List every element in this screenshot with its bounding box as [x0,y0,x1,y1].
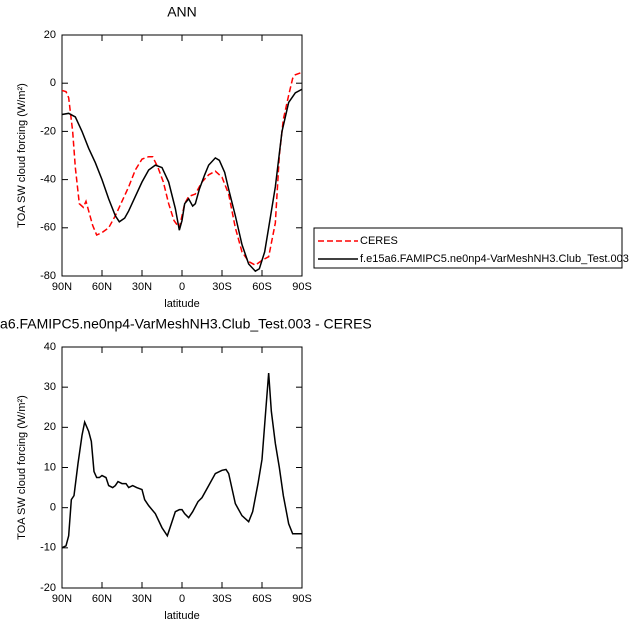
plot-frame [61,346,303,589]
x-tick-label: 90S [292,593,312,605]
x-tick-label: 30S [212,593,232,605]
x-axis-label: latitude [164,298,199,310]
y-tick-label: 20 [44,421,56,433]
y-axis-label: TOA SW cloud forcing (W/m²) [16,395,28,540]
x-tick-label: 30N [132,593,152,605]
data-line [61,88,303,273]
y-tick-label: 0 [50,77,56,89]
plot-frame [61,34,303,277]
y-tick-label: 10 [44,461,56,473]
y-tick-label: -10 [40,542,56,554]
y-axis-label: TOA SW cloud forcing (W/m²) [16,83,28,228]
x-tick-label: 60N [92,593,112,605]
y-tick-label: -20 [40,582,56,594]
y-tick-label: -40 [40,174,56,186]
x-tick-label: 0 [179,593,185,605]
data-line [61,71,303,267]
chart-title: 5a6.FAMIPC5.ne0np4-VarMeshNH3.Club_Test.… [0,316,372,332]
x-axis-label: latitude [164,610,199,622]
x-tick-label: 30S [212,281,232,293]
legend-label: f.e15a6.FAMIPC5.ne0np4-VarMeshNH3.Club_T… [360,253,629,265]
legend-label: CERES [360,235,398,247]
y-tick-label: -60 [40,222,56,234]
chart-title: ANN [167,4,197,20]
x-tick-label: 90N [52,281,72,293]
data-line [61,373,302,549]
x-tick-label: 90N [52,593,72,605]
y-tick-label: 0 [50,502,56,514]
x-tick-label: 60S [252,281,272,293]
y-tick-label: 40 [44,341,56,353]
y-tick-label: 30 [44,381,56,393]
legend-box [313,227,623,269]
y-tick-label: 20 [44,29,56,41]
x-tick-label: 90S [292,281,312,293]
x-tick-label: 60N [92,281,112,293]
x-tick-label: 0 [179,281,185,293]
x-tick-label: 60S [252,593,272,605]
x-tick-label: 30N [132,281,152,293]
y-tick-label: -20 [40,125,56,137]
y-tick-label: -80 [40,270,56,282]
